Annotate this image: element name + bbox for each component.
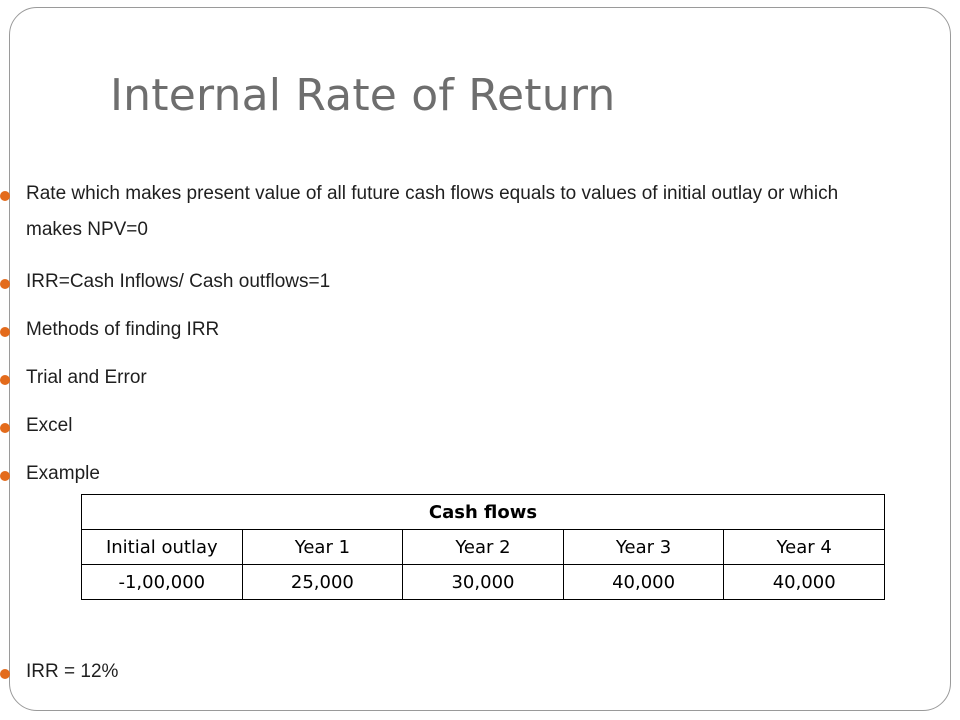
table-header-cell: Year 1 [241,529,404,565]
bullet-item: IRR=Cash Inflows/ Cash outflows=1 [0,264,860,300]
table-header-cell: Year 4 [723,529,885,565]
bullet-dot-icon [0,279,10,289]
bullet-text: Rate which makes present value of all fu… [26,183,839,240]
bullet-item: Trial and Error [0,360,860,396]
table-header-cell: Initial outlay [81,529,243,565]
bullet-text: Trial and Error [26,367,147,388]
slide-frame [9,7,951,711]
bullet-item: Excel [0,408,860,444]
bullet-dot-icon [0,669,10,679]
table-header-cell: Year 3 [562,529,725,565]
bullet-item: Rate which makes present value of all fu… [0,176,860,248]
table-row: -1,00,000 25,000 30,000 40,000 40,000 [81,564,885,600]
slide-title: Internal Rate of Return [110,70,616,121]
bullet-dot-icon [0,471,10,481]
table-caption: Cash flows [81,494,885,530]
bullet-dot-icon [0,375,10,385]
table-header-cell: Year 2 [402,529,564,565]
bullet-text: IRR=Cash Inflows/ Cash outflows=1 [26,271,331,292]
bullet-item: Example [0,456,860,492]
bullet-text: Methods of finding IRR [26,319,220,340]
table-header-row: Initial outlay Year 1 Year 2 Year 3 Year… [81,529,885,565]
table-cell: 25,000 [241,564,404,600]
bullet-item: Methods of finding IRR [0,312,860,348]
irr-result-text: IRR = 12% [26,661,119,682]
bullet-dot-icon [0,423,10,433]
bullet-item-result: IRR = 12% [0,654,860,690]
bullet-text: Example [26,463,100,484]
table-cell: -1,00,000 [81,564,243,600]
bullet-dot-icon [0,191,10,201]
table-cell: 40,000 [723,564,885,600]
cash-flow-table: Cash flows Initial outlay Year 1 Year 2 … [81,494,885,600]
bullet-text: Excel [26,415,73,436]
table-cell: 30,000 [402,564,564,600]
bullet-dot-icon [0,327,10,337]
table-caption-row: Cash flows [81,494,885,530]
table-cell: 40,000 [562,564,725,600]
